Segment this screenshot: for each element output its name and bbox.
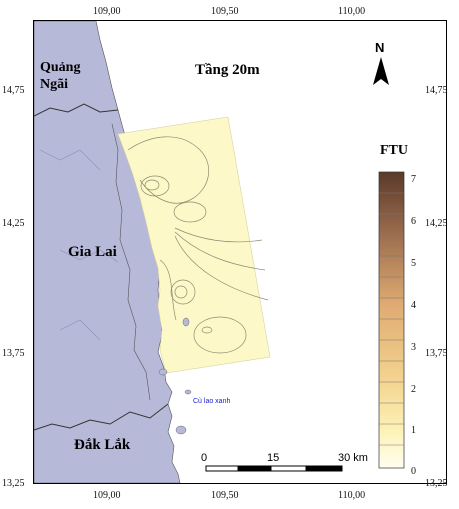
legend-value-2: 2 [411, 384, 416, 395]
legend-value-3: 3 [411, 342, 416, 353]
bottom-tick-109-00: 109,00 [93, 490, 121, 501]
top-tick-109-50: 109,50 [211, 6, 239, 17]
top-tick-110-00: 110,00 [338, 6, 366, 17]
contour-lines [127, 136, 269, 354]
province-border-east [111, 123, 151, 401]
left-tick-14-75: 14,75 [2, 85, 25, 96]
map-canvas [34, 21, 405, 483]
province-border-south [34, 403, 169, 431]
legend-value-0: 0 [411, 466, 416, 477]
province-label-quang-ngai-2: Ngãi [40, 77, 68, 92]
right-tick-13-25: 13,25 [425, 478, 448, 489]
legend-value-5: 5 [411, 258, 416, 269]
scale-label-zero: 0 [201, 452, 208, 464]
top-tick-109-00: 109,00 [93, 6, 121, 17]
left-tick-13-25: 13,25 [2, 478, 25, 489]
islands [158, 317, 192, 435]
left-tick-13-75: 13,75 [2, 348, 25, 359]
province-border-north [34, 103, 119, 117]
province-label-quang-ngai-1: Quảng [40, 60, 81, 75]
legend-value-7: 7 [411, 174, 416, 185]
scale-label-mid: 15 [267, 452, 280, 464]
legend-unit-label: FTU [380, 143, 408, 158]
island-label-cu-lao-xanh: Cù lao xanh [193, 398, 231, 405]
right-tick-14-75: 14,75 [425, 85, 448, 96]
north-arrow-icon [373, 57, 389, 85]
bottom-tick-109-50: 109,50 [211, 490, 239, 501]
scale-label-end: 30 km [338, 452, 368, 464]
legend-color-bar [378, 171, 405, 469]
right-tick-14-25: 14,25 [425, 218, 448, 229]
river-lines [39, 149, 119, 341]
scale-bar [205, 465, 343, 472]
north-label: N [375, 40, 385, 55]
layer-title: Tầng 20m [195, 62, 260, 78]
legend-value-4: 4 [411, 300, 416, 311]
province-label-dak-lak: Đắk Lắk [74, 437, 131, 453]
left-tick-14-25: 14,25 [2, 218, 25, 229]
province-label-gia-lai: Gia Lai [68, 244, 117, 260]
legend-value-6: 6 [411, 216, 416, 227]
right-tick-13-75: 13,75 [425, 348, 448, 359]
legend-value-1: 1 [411, 425, 416, 436]
legend-ticks [379, 192, 404, 446]
bottom-tick-110-00: 110,00 [338, 490, 366, 501]
